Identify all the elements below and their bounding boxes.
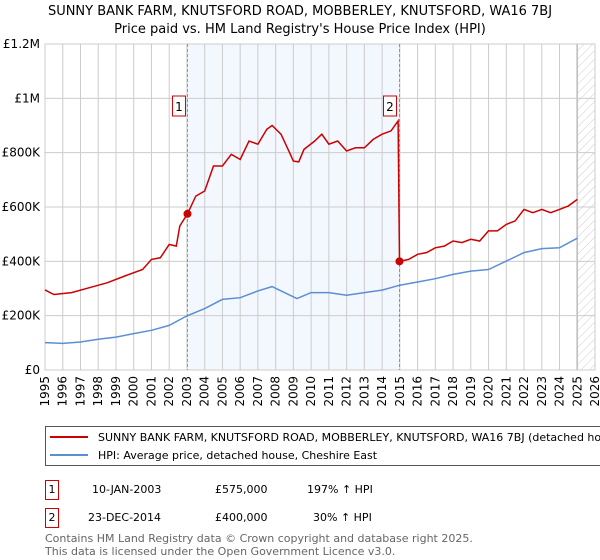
x-tick-label: 2005 — [215, 376, 229, 407]
legend-swatch-blue — [50, 454, 88, 456]
legend: SUNNY BANK FARM, KNUTSFORD ROAD, MOBBERL… — [45, 426, 600, 466]
y-tick-label: £0 — [25, 363, 40, 377]
legend-swatch-red — [50, 436, 88, 438]
y-tick-label: £200K — [2, 309, 42, 323]
y-tick-label: £1M — [14, 91, 40, 105]
x-tick-label: 2025 — [570, 376, 584, 407]
x-tick-label: 1998 — [91, 376, 105, 407]
x-tick-label: 2006 — [233, 376, 247, 407]
sale-price: £575,000 — [215, 483, 268, 496]
x-tick-label: 2000 — [127, 376, 141, 407]
x-tick-label: 2003 — [180, 376, 194, 407]
x-tick-label: 2023 — [535, 376, 549, 407]
y-tick-label: £1.2M — [3, 37, 40, 51]
sale-badge: 1 — [45, 480, 59, 500]
x-tick-label: 2016 — [411, 376, 425, 407]
y-tick-label: £400K — [2, 254, 42, 268]
x-tick-label: 2026 — [588, 376, 600, 407]
sale-label-box — [382, 95, 397, 117]
x-tick-label: 2021 — [499, 376, 513, 407]
y-tick-label: £800K — [2, 146, 42, 160]
legend-label-hpi: HPI: Average price, detached house, Ches… — [98, 448, 378, 462]
x-tick-label: 2008 — [269, 376, 283, 407]
x-tick-label: 2019 — [464, 376, 478, 407]
plot-border — [44, 43, 596, 371]
x-tick-label: 2014 — [375, 376, 389, 407]
sale-hpi: 197% ↑ HPI — [307, 483, 373, 496]
sale-hpi: 30% ↑ HPI — [313, 511, 372, 524]
sale-date: 10-JAN-2003 — [92, 483, 162, 496]
y-tick-label: £600K — [2, 200, 42, 214]
legend-item-hpi: HPI: Average price, detached house, Ches… — [50, 447, 377, 463]
sale-badge: 2 — [45, 508, 59, 528]
footer-licence: This data is licensed under the Open Gov… — [45, 545, 396, 558]
sale-label-box — [171, 95, 186, 117]
sale-point — [183, 209, 192, 218]
x-tick-label: 2010 — [304, 376, 318, 407]
sale-label: 2 — [386, 100, 394, 114]
sale-price: £400,000 — [215, 511, 268, 524]
x-tick-label: 2020 — [482, 376, 496, 407]
x-tick-label: 1996 — [56, 376, 70, 407]
chart-subtitle: Price paid vs. HM Land Registry's House … — [114, 22, 486, 37]
legend-label-property: SUNNY BANK FARM, KNUTSFORD ROAD, MOBBERL… — [98, 430, 600, 444]
footer-copyright: Contains HM Land Registry data © Crown c… — [45, 532, 473, 545]
x-tick-label: 2001 — [144, 376, 158, 407]
x-tick-label: 2022 — [517, 376, 531, 407]
property-price-line — [44, 118, 578, 296]
hpi-line — [44, 237, 578, 345]
x-tick-label: 2009 — [286, 376, 300, 407]
sale-date: 23-DEC-2014 — [88, 511, 162, 524]
x-tick-label: 2011 — [322, 376, 336, 407]
x-tick-label: 2018 — [446, 376, 460, 407]
x-tick-label: 2012 — [340, 376, 354, 407]
x-tick-label: 2024 — [553, 376, 567, 407]
x-tick-label: 2013 — [357, 376, 371, 407]
sale-row-1: 1 10-JAN-2003 £575,000 197% ↑ HPI — [45, 480, 445, 500]
x-tick-label: 2015 — [393, 376, 407, 407]
legend-item-property: SUNNY BANK FARM, KNUTSFORD ROAD, MOBBERL… — [50, 429, 600, 445]
x-tick-label: 1997 — [73, 376, 87, 407]
x-tick-label: 1995 — [38, 376, 52, 407]
sale-point — [395, 257, 404, 266]
x-tick-label: 2002 — [162, 376, 176, 407]
x-tick-label: 2004 — [198, 376, 212, 407]
x-tick-label: 2007 — [251, 376, 265, 407]
sale-label: 1 — [175, 100, 183, 114]
x-tick-label: 1999 — [109, 376, 123, 407]
x-tick-label: 2017 — [428, 376, 442, 407]
chart-title: SUNNY BANK FARM, KNUTSFORD ROAD, MOBBERL… — [47, 4, 553, 19]
sale-row-2: 2 23-DEC-2014 £400,000 30% ↑ HPI — [45, 508, 445, 528]
footer: Contains HM Land Registry data © Crown c… — [45, 532, 473, 558]
